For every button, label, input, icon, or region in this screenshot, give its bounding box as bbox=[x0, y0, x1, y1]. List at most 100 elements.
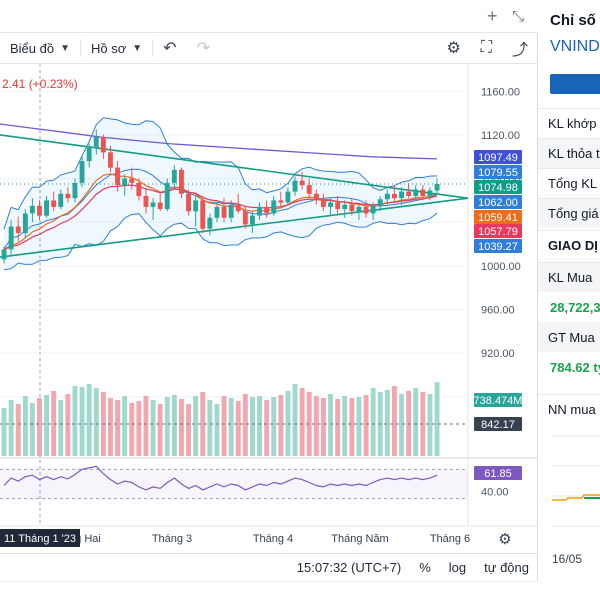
candle-body bbox=[349, 204, 355, 212]
share-icon[interactable]: ⤴ bbox=[511, 42, 528, 59]
volume-tag-label-bg bbox=[474, 393, 522, 407]
log-scale-toggle[interactable]: log bbox=[448, 560, 467, 575]
candle-body bbox=[328, 202, 333, 207]
candle-body bbox=[370, 205, 376, 214]
candle-body bbox=[51, 200, 57, 207]
volume-bar bbox=[321, 398, 326, 456]
trendline-upper bbox=[0, 134, 469, 199]
volume-bar bbox=[285, 391, 291, 456]
row-nn-mua: NN mua bbox=[538, 394, 600, 424]
price-tag-label-bg bbox=[474, 195, 522, 209]
index-name[interactable]: VNINDE bbox=[550, 38, 600, 55]
candle-body bbox=[313, 193, 319, 201]
candle-body bbox=[363, 206, 369, 214]
sidebar-action-button[interactable] bbox=[550, 74, 600, 94]
candle-body bbox=[250, 215, 255, 225]
row-label: GT Mua bbox=[548, 329, 595, 345]
crosshair-date-bg bbox=[0, 529, 80, 547]
candle-body bbox=[93, 137, 99, 148]
row-label: KL thỏa th bbox=[548, 146, 600, 161]
candle-body bbox=[79, 161, 85, 183]
candle-body bbox=[171, 169, 177, 183]
undo-icon[interactable]: ↶ bbox=[163, 40, 177, 57]
volume-bar bbox=[93, 388, 99, 456]
candle-body bbox=[122, 178, 128, 185]
buy-volume-value: 28,722,32 bbox=[550, 300, 600, 315]
volume-bar bbox=[278, 395, 284, 456]
candle-body bbox=[242, 211, 248, 225]
rsi-line bbox=[3, 465, 438, 491]
add-icon[interactable]: + bbox=[487, 6, 498, 26]
candle-body bbox=[278, 200, 284, 203]
profile-dropdown[interactable]: Hồ sơ ▼ bbox=[81, 33, 152, 63]
mini-chart bbox=[552, 435, 600, 527]
candle-body bbox=[108, 152, 113, 168]
price-tag-label: 1059.41 bbox=[478, 212, 518, 224]
volume-bar bbox=[157, 404, 163, 456]
volume-bar bbox=[22, 396, 28, 456]
legend-change-text: 2.41 (+0.23%) bbox=[2, 77, 78, 91]
candle-body bbox=[264, 206, 270, 214]
price-tag-label: 1097.49 bbox=[478, 152, 518, 164]
fullscreen-icon[interactable]: ⛶ bbox=[480, 39, 492, 56]
mini-line bbox=[552, 494, 600, 501]
candle-body bbox=[157, 202, 163, 209]
volume-bar bbox=[65, 394, 71, 456]
candle-body bbox=[399, 191, 404, 199]
collapse-icon[interactable]: ⤡ bbox=[512, 8, 525, 25]
volume-bar bbox=[313, 396, 319, 456]
candle-body bbox=[406, 191, 412, 196]
stock-info-sidebar: Chỉ số V VNINDE KL khớp KL thỏa th Tổng … bbox=[538, 0, 600, 600]
volume-bar bbox=[200, 392, 206, 456]
candle-body bbox=[207, 217, 213, 229]
volume-bar bbox=[427, 394, 433, 456]
section-header: GIAO DỊ bbox=[538, 230, 600, 260]
trendline-lower bbox=[0, 197, 469, 258]
auto-scale-toggle[interactable]: tự động bbox=[484, 560, 529, 575]
volume-bar bbox=[434, 382, 440, 456]
volume-bar bbox=[207, 400, 213, 456]
price-tag-label: 1079.55 bbox=[478, 167, 518, 179]
redo-icon[interactable]: ↷ bbox=[196, 40, 210, 57]
candle-body bbox=[22, 213, 28, 234]
toolbar-divider bbox=[80, 39, 81, 57]
price-chart[interactable]: 1160.001120.001080.001040.001000.00960.0… bbox=[0, 64, 538, 553]
row-kl-thoa-thuan: KL thỏa th bbox=[538, 138, 600, 168]
candle-body bbox=[392, 193, 397, 199]
price-tag-label: 1057.79 bbox=[478, 226, 518, 238]
chart-background bbox=[0, 64, 469, 526]
candle-body bbox=[228, 204, 234, 218]
volume-bar bbox=[292, 384, 298, 456]
candle-body bbox=[356, 206, 362, 212]
price-tag-label-bg bbox=[474, 150, 522, 164]
percent-scale-toggle[interactable]: % bbox=[419, 560, 431, 575]
price-tag-label-bg bbox=[474, 224, 522, 238]
volume-bar bbox=[122, 396, 128, 456]
candle-body bbox=[384, 193, 390, 200]
cursor-tag-label: 842.17 bbox=[481, 419, 515, 431]
x-tick-label: Tháng 3 bbox=[152, 533, 192, 545]
candle-body bbox=[1, 249, 7, 260]
chart-bottom-bar: 15:07:32 (UTC+7) % log tự động bbox=[0, 553, 538, 581]
x-tick-label: Tháng 4 bbox=[253, 533, 293, 545]
candle-body bbox=[271, 200, 277, 214]
top-strip: + ⤡ bbox=[0, 0, 538, 32]
toolbar-divider bbox=[152, 39, 154, 57]
volume-bar bbox=[384, 390, 390, 456]
volume-bar bbox=[108, 398, 113, 456]
rsi-panel bbox=[0, 457, 538, 500]
candle-body bbox=[86, 148, 92, 162]
chart-type-dropdown[interactable]: Biểu đồ ▼ bbox=[0, 33, 80, 63]
candle-body bbox=[115, 167, 120, 186]
price-tag-label: 1074.98 bbox=[478, 182, 518, 194]
volume-bar bbox=[242, 394, 248, 456]
volume-bar bbox=[51, 391, 57, 456]
candle-body bbox=[335, 202, 341, 209]
cursor-tag-label-bg bbox=[474, 417, 522, 431]
candle-body bbox=[65, 193, 71, 199]
candle-body bbox=[285, 191, 291, 203]
candle-body bbox=[299, 180, 305, 186]
volume-bar bbox=[44, 395, 49, 456]
ma-orange-line bbox=[3, 173, 438, 251]
settings-gear-icon[interactable]: ⚙ bbox=[446, 40, 461, 57]
